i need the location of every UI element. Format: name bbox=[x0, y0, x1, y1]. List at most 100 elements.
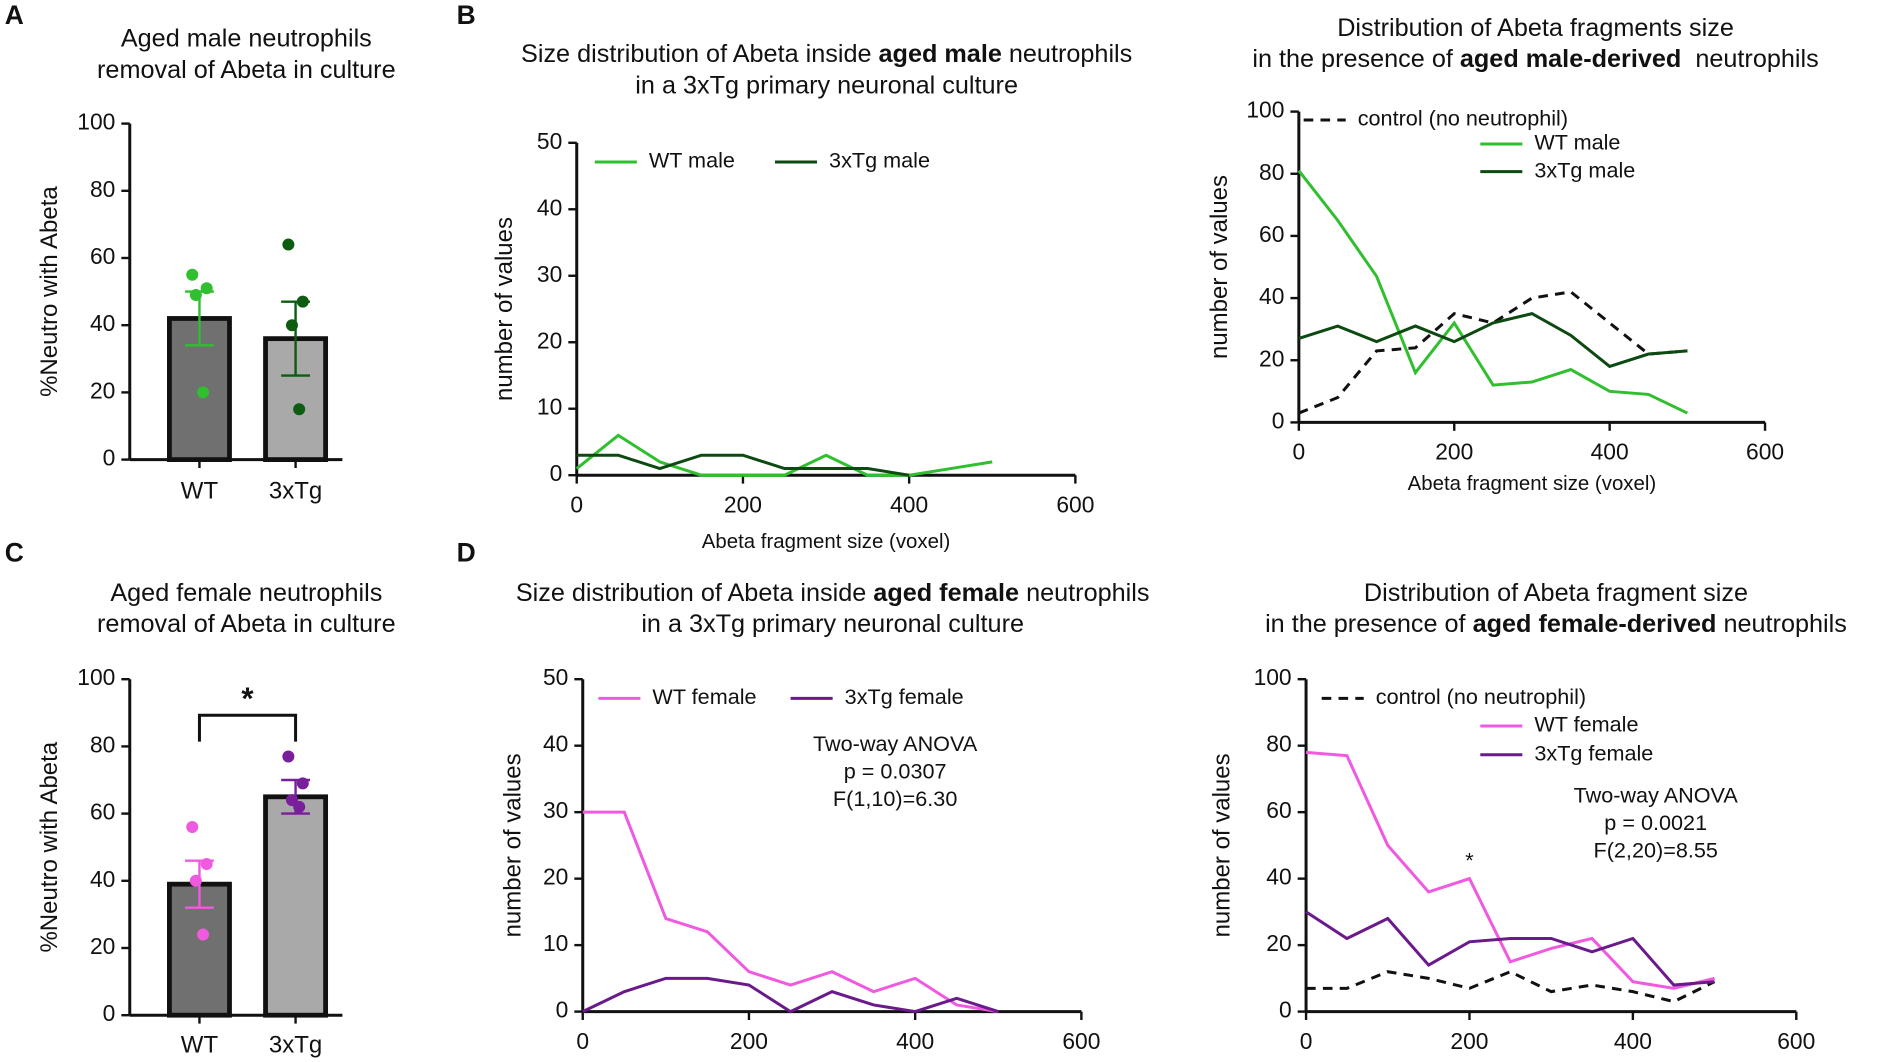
chart-title: Size distribution of Abeta inside aged f… bbox=[516, 579, 1150, 607]
y-tick-label: 60 bbox=[1266, 797, 1291, 823]
y-tick-label: 10 bbox=[543, 930, 568, 956]
x-tick-label: 400 bbox=[890, 491, 928, 517]
title-segment: aged female-derived bbox=[1473, 610, 1717, 638]
series-line bbox=[1297, 169, 1688, 415]
chart-title: in a 3xTg primary neuronal culture bbox=[635, 71, 1018, 99]
title-segment: Aged male neutrophils bbox=[121, 24, 372, 52]
legend-label: control (no neutrophil) bbox=[1358, 106, 1568, 131]
title-segment: Size distribution of Abeta inside bbox=[521, 40, 878, 68]
significance-bracket bbox=[197, 713, 298, 742]
significance-marker: * bbox=[1465, 848, 1474, 873]
y-tick-label: 100 bbox=[77, 109, 115, 135]
annotation: p = 0.0307 bbox=[844, 759, 947, 784]
x-tick-label: 600 bbox=[1777, 1028, 1815, 1054]
x-tick-label: 200 bbox=[1450, 1028, 1488, 1054]
x-tick-label: 600 bbox=[1056, 491, 1094, 517]
legend-label: 3xTg male bbox=[829, 148, 930, 173]
y-tick-label: 20 bbox=[1259, 345, 1284, 371]
y-tick-label: 30 bbox=[543, 797, 568, 823]
title-segment: Aged female neutrophils bbox=[110, 579, 382, 607]
title-segment: Size distribution of Abeta inside bbox=[516, 579, 873, 607]
data-point bbox=[200, 858, 213, 870]
x-tick-label: 200 bbox=[1435, 439, 1473, 465]
annotation: Two-way ANOVA bbox=[813, 731, 978, 756]
y-tick-label: 80 bbox=[90, 176, 115, 202]
x-tick-label: 600 bbox=[1062, 1028, 1100, 1054]
chart-title: removal of Abeta in culture bbox=[97, 610, 396, 638]
panel-label: D bbox=[457, 537, 476, 567]
x-tick-label: 400 bbox=[896, 1028, 934, 1054]
chart-title: in a 3xTg primary neuronal culture bbox=[641, 610, 1024, 638]
series-line bbox=[1298, 312, 1688, 369]
y-tick-label: 20 bbox=[90, 933, 115, 959]
data-point bbox=[296, 295, 309, 308]
title-segment: neutrophils bbox=[1716, 610, 1846, 638]
title-segment: Distribution of Abeta fragments size bbox=[1337, 13, 1734, 41]
y-tick-label: 0 bbox=[103, 445, 116, 471]
data-point bbox=[197, 386, 210, 399]
y-tick-label: 40 bbox=[90, 310, 115, 336]
panel-label: B bbox=[457, 0, 476, 30]
y-tick-label: 60 bbox=[90, 799, 115, 825]
title-segment: aged male-derived bbox=[1460, 45, 1681, 73]
data-point bbox=[189, 288, 202, 301]
x-tick-label: 3xTg bbox=[269, 1032, 322, 1059]
legend-label: 3xTg female bbox=[845, 684, 964, 709]
data-point bbox=[282, 238, 295, 251]
data-point bbox=[189, 874, 202, 887]
data-point bbox=[285, 319, 298, 332]
y-tick-label: 40 bbox=[90, 866, 115, 892]
y-tick-label: 50 bbox=[537, 128, 562, 154]
x-axis-label: Abeta fragment size (voxel) bbox=[1408, 473, 1657, 495]
title-segment: in the presence of bbox=[1252, 45, 1460, 73]
series-line bbox=[1305, 910, 1715, 987]
y-tick-label: 0 bbox=[1279, 997, 1292, 1023]
x-tick-label: WT bbox=[181, 1032, 219, 1059]
title-segment: neutrophils bbox=[1002, 40, 1132, 68]
series-line bbox=[582, 976, 999, 1014]
title-segment: neutrophils bbox=[1019, 579, 1149, 607]
x-tick-label: WT bbox=[181, 477, 219, 504]
y-tick-label: 20 bbox=[543, 864, 568, 890]
x-tick-label: 200 bbox=[724, 491, 762, 517]
chart-title: Aged female neutrophils bbox=[110, 579, 382, 607]
chart-title: in the presence of aged female-derived n… bbox=[1265, 610, 1847, 638]
y-tick-label: 40 bbox=[1266, 864, 1291, 890]
y-tick-label: 20 bbox=[1266, 930, 1291, 956]
x-tick-label: 600 bbox=[1746, 439, 1784, 465]
data-point bbox=[293, 403, 306, 416]
data-point bbox=[293, 800, 306, 813]
series-line bbox=[1305, 750, 1715, 990]
y-tick-label: 20 bbox=[537, 327, 562, 353]
chart-title: Size distribution of Abeta inside aged m… bbox=[521, 40, 1132, 68]
x-tick-label: 400 bbox=[1614, 1028, 1652, 1054]
y-tick-label: 40 bbox=[1259, 283, 1284, 309]
y-axis-label: number of values bbox=[500, 753, 527, 937]
annotation: F(1,10)=6.30 bbox=[833, 786, 957, 811]
title-segment: Distribution of Abeta fragment size bbox=[1364, 579, 1748, 607]
data-point bbox=[200, 282, 213, 295]
title-segment: in a 3xTg primary neuronal culture bbox=[635, 71, 1018, 99]
legend-label: WT male bbox=[1534, 130, 1620, 155]
y-tick-label: 60 bbox=[1259, 221, 1284, 247]
y-axis-label: %Neutro with Abeta bbox=[36, 186, 63, 397]
x-tick-label: 0 bbox=[1293, 439, 1306, 465]
y-tick-label: 40 bbox=[537, 194, 562, 220]
y-axis-label: number of values bbox=[1206, 175, 1233, 359]
panel-label: C bbox=[5, 537, 24, 567]
y-axis-label: number of values bbox=[1208, 753, 1235, 937]
y-tick-label: 80 bbox=[1259, 159, 1284, 185]
x-tick-label: 400 bbox=[1591, 439, 1629, 465]
y-tick-label: 100 bbox=[1254, 664, 1292, 690]
y-tick-label: 0 bbox=[103, 1000, 116, 1026]
y-tick-label: 0 bbox=[556, 997, 569, 1023]
significance-label: * bbox=[241, 681, 254, 716]
data-point bbox=[296, 777, 309, 790]
chart-title: in the presence of aged male-derived neu… bbox=[1252, 45, 1818, 73]
legend-label: control (no neutrophil) bbox=[1376, 684, 1586, 709]
y-tick-label: 0 bbox=[550, 460, 563, 486]
y-tick-label: 80 bbox=[1266, 731, 1291, 757]
series-line bbox=[582, 810, 999, 1014]
chart-title: Distribution of Abeta fragments size bbox=[1337, 13, 1734, 41]
